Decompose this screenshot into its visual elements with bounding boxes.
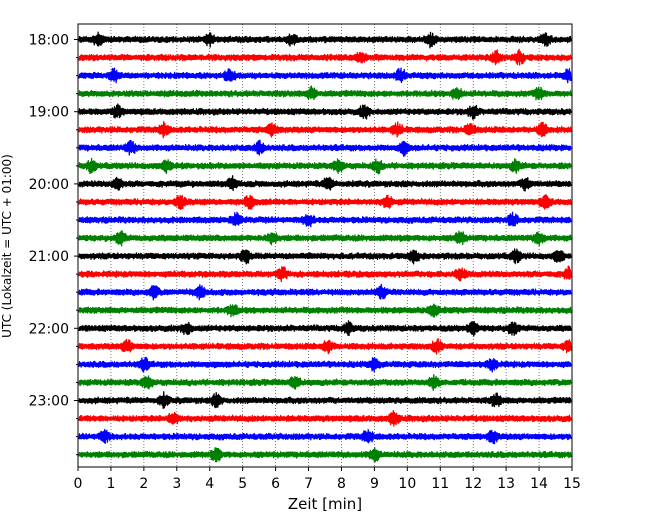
trace-2145 [78,303,572,318]
trace-2315 [78,410,572,427]
x-tick-label: 4 [205,476,214,492]
trace-2115 [78,265,572,283]
y-axis-title: UTC (Lokalzeit = UTC + 01:00) [0,154,14,338]
trace-1845 [78,85,572,101]
x-tick-label: 6 [271,476,280,492]
y-tick-label: 19:00 [29,105,69,121]
plot-frame [77,23,573,468]
trace-rows [78,31,572,463]
y-tick-label: 18:00 [29,33,69,49]
x-tick-label: 5 [238,476,247,492]
x-tick-label: 8 [337,476,346,492]
y-tick-label: 21:00 [29,249,69,265]
trace-1830 [78,67,572,84]
y-tick-label: 22:00 [29,321,69,337]
x-tick-label: 15 [563,476,581,492]
y-tick-label: 23:00 [29,394,69,410]
trace-2245 [78,373,572,391]
trace-2030 [78,211,572,228]
x-axis-title: Zeit [min] [288,495,362,513]
x-tick-label: 9 [370,476,379,492]
y-axis-ticks: 18:00 19:00 20:00 21:00 22:00 23:00 [29,33,78,456]
trace-2015 [78,194,572,211]
trace-2345 [78,447,572,463]
x-tick-label: 3 [172,476,181,492]
y-tick-label: 20:00 [29,177,69,193]
trace-2000 [78,175,572,192]
x-tick-label: 2 [139,476,148,492]
trace-2300 [78,391,572,409]
trace-2100 [78,248,572,265]
trace-1915 [78,121,572,139]
x-tick-label: 14 [530,476,548,492]
x-tick-label: 0 [74,476,83,492]
trace-2230 [78,356,572,373]
x-tick-label: 12 [464,476,482,492]
x-tick-label: 7 [304,476,313,492]
trace-1945 [78,157,572,175]
trace-1930 [78,139,572,157]
trace-2330 [78,428,572,445]
x-tick-label: 1 [106,476,115,492]
x-tick-label: 11 [431,476,449,492]
trace-2200 [78,320,572,337]
trace-2215 [78,338,572,355]
trace-2045 [78,230,572,247]
trace-1900 [78,103,572,120]
x-tick-label: 10 [398,476,416,492]
x-axis-ticks: 0 1 2 3 4 5 6 7 8 9 10 11 12 13 14 15 [74,467,581,492]
trace-1800 [78,31,572,49]
vertical-grid [110,24,540,467]
x-tick-label: 13 [497,476,515,492]
trace-1815 [78,48,572,66]
trace-2130 [78,283,572,301]
